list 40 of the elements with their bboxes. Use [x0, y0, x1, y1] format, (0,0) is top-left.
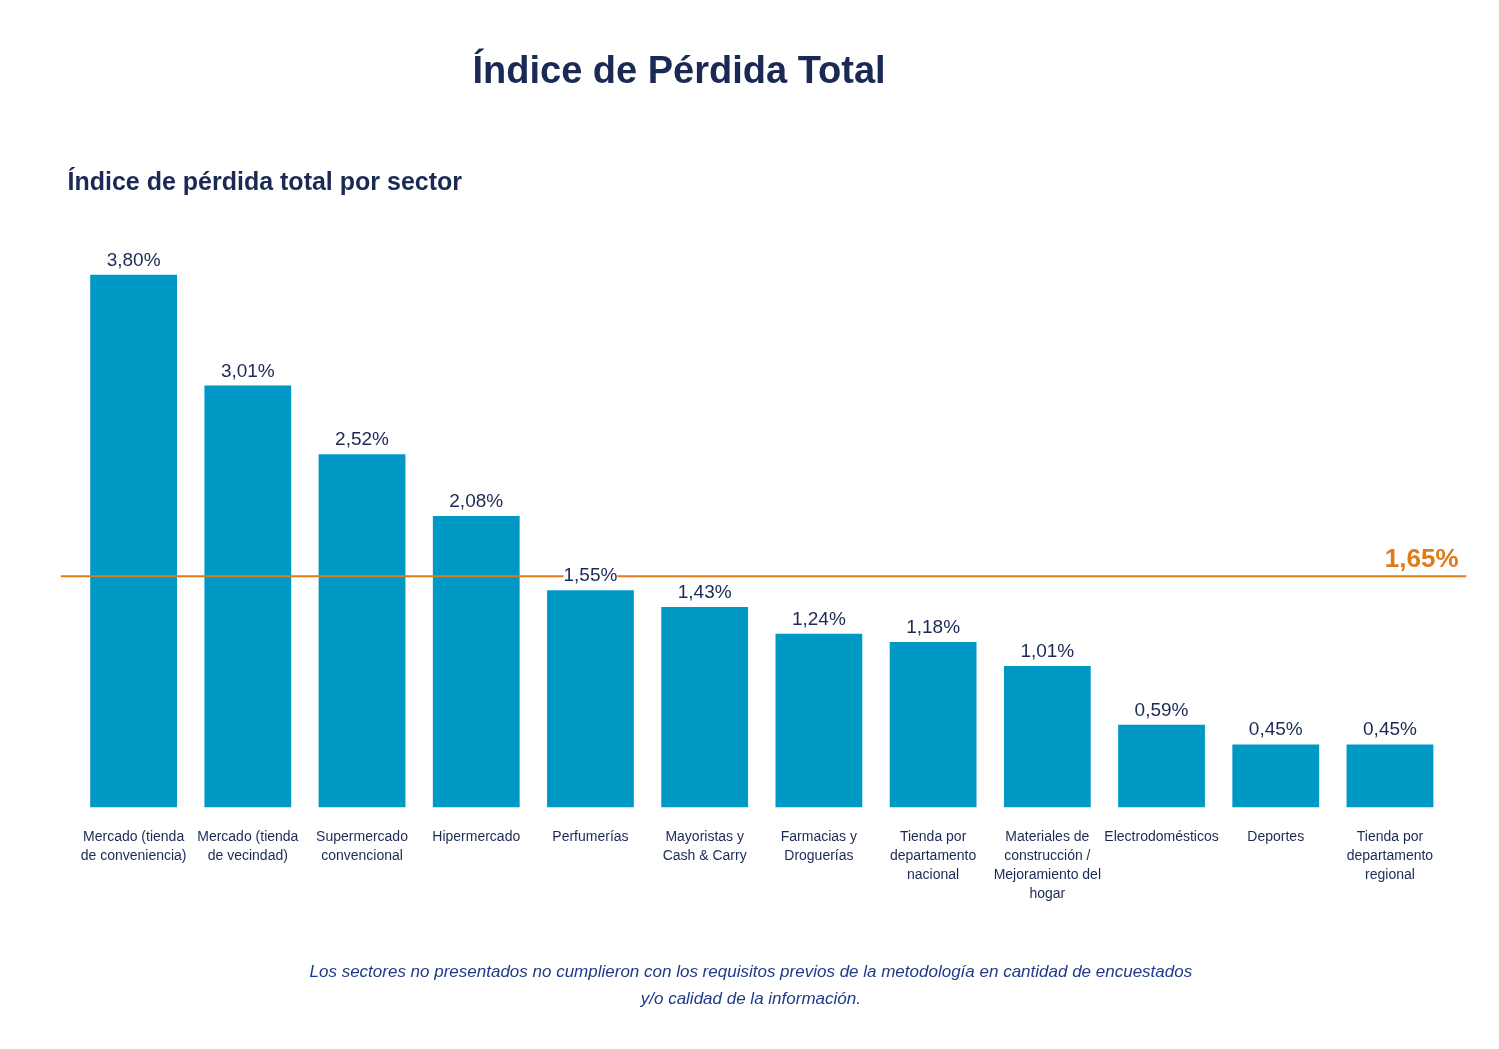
bar: [318, 454, 406, 808]
data-label: 0,45%: [1248, 718, 1303, 740]
x-tick-label: Mercado (tienda de vecindad): [197, 827, 299, 863]
x-tick-label: Mercado (tienda de conveniencia): [80, 827, 187, 863]
x-tick-label: Perfumerías: [552, 827, 629, 844]
data-label: 3,80%: [106, 248, 161, 270]
bar: [1346, 744, 1434, 808]
data-label: 0,59%: [1134, 698, 1189, 720]
data-label: 1,01%: [1020, 639, 1075, 661]
bar: [547, 590, 634, 808]
ref-line-label: 1,65%: [1384, 543, 1459, 574]
data-label: 1,43%: [677, 581, 732, 603]
bar: [1118, 724, 1205, 808]
bar: [1003, 665, 1091, 808]
bar: [661, 607, 749, 808]
bar: [90, 274, 177, 808]
text: Los sectores no presentados no cumplieron con los requisitos previos de la metodología en cantidad de encuestados y/o calidad de la información.: [309, 961, 1193, 1009]
bar: [432, 515, 520, 808]
chart-title: Índice de Pérdida Total: [472, 48, 886, 91]
bar: [204, 385, 292, 808]
x-tick-label: Tienda por departamento nacional: [889, 827, 977, 882]
data-label: 1,24%: [791, 607, 846, 629]
x-tick-label: Tienda por departamento regional: [1346, 827, 1434, 882]
bar: [889, 642, 977, 808]
x-tick-label: Materiales de construcción / Mejoramiento del hogar: [993, 827, 1102, 902]
bar: [775, 633, 863, 808]
bar: [1232, 744, 1320, 808]
x-tick-label: Electrodomésticos: [1104, 827, 1219, 844]
data-label: 0,45%: [1363, 718, 1418, 740]
data-label: 2,52%: [335, 428, 390, 450]
chart-subtitle: Índice de pérdida total por sector: [67, 166, 463, 195]
data-label: 1,55%: [563, 564, 618, 586]
x-tick-label: Supermercado convencional: [316, 827, 409, 863]
x-tick-label: Farmacias y Droguerías: [780, 827, 858, 863]
x-tick-label: Hipermercado: [432, 827, 521, 844]
x-tick-label: Mayoristas y Cash & Carry: [662, 827, 747, 863]
data-label: 3,01%: [220, 359, 275, 381]
data-label: 2,08%: [449, 489, 504, 511]
data-label: 1,18%: [906, 616, 961, 638]
x-tick-label: Deportes: [1247, 827, 1305, 844]
